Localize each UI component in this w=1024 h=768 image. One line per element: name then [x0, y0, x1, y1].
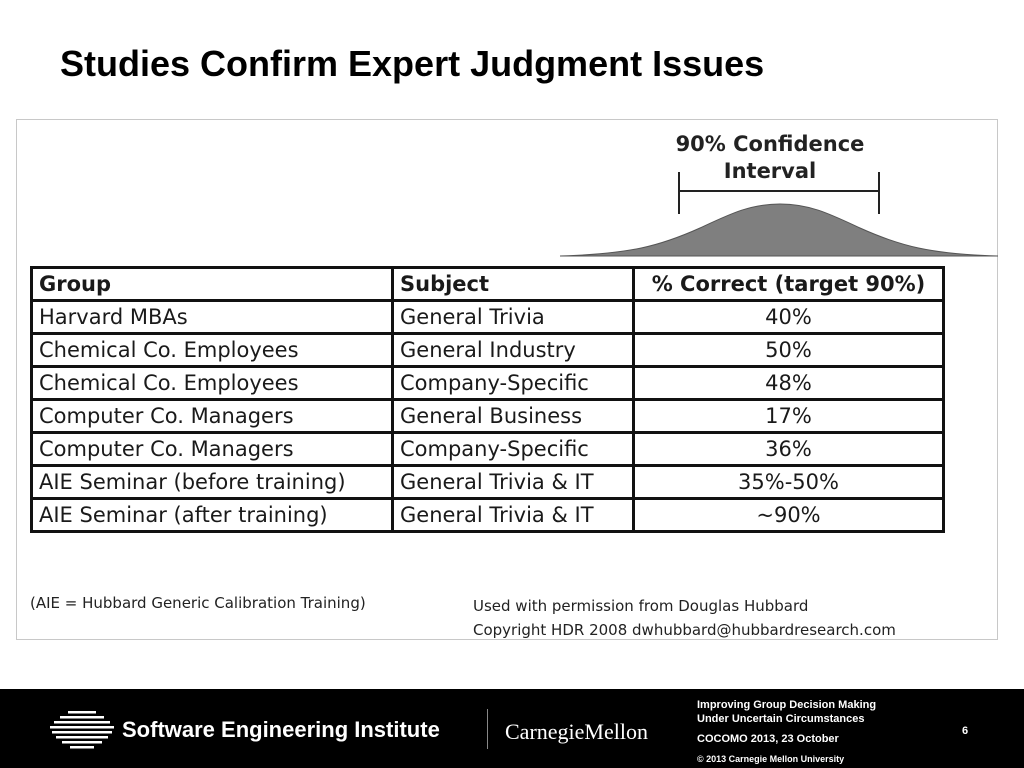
cell-percent: 48%	[632, 365, 945, 401]
header-subject: Subject	[391, 266, 635, 302]
sei-logo-icon	[50, 711, 114, 749]
cell-group: AIE Seminar (after training)	[30, 497, 394, 533]
cell-group: AIE Seminar (before training)	[30, 464, 394, 500]
calibration-results-table: Group Subject % Correct (target 90%) Har…	[30, 266, 945, 533]
table-header-row: Group Subject % Correct (target 90%)	[30, 266, 945, 302]
table-row: AIE Seminar (after training) General Tri…	[30, 497, 945, 533]
table-row: AIE Seminar (before training) General Tr…	[30, 464, 945, 500]
cell-subject: General Trivia & IT	[391, 497, 635, 533]
cell-subject: General Trivia	[391, 299, 635, 335]
table-row: Chemical Co. Employees Company-Specific …	[30, 365, 945, 401]
cell-percent: 50%	[632, 332, 945, 368]
cell-percent: 36%	[632, 431, 945, 467]
cell-percent: 40%	[632, 299, 945, 335]
copyright-line: Copyright HDR 2008 dwhubbard@hubbardrese…	[473, 621, 896, 639]
copyright-notice: © 2013 Carnegie Mellon University	[697, 754, 845, 764]
cell-percent: 35%-50%	[632, 464, 945, 500]
cell-group: Harvard MBAs	[30, 299, 394, 335]
footer-bar: Software Engineering Institute CarnegieM…	[0, 689, 1024, 768]
page-number: 6	[962, 725, 969, 737]
cell-group: Computer Co. Managers	[30, 431, 394, 467]
header-percent-correct: % Correct (target 90%)	[632, 266, 945, 302]
cell-subject: General Trivia & IT	[391, 464, 635, 500]
event-info: COCOMO 2013, 23 October	[697, 733, 839, 745]
cell-group: Chemical Co. Employees	[30, 332, 394, 368]
cell-subject: General Industry	[391, 332, 635, 368]
table-row: Harvard MBAs General Trivia 40%	[30, 299, 945, 335]
cell-subject: General Business	[391, 398, 635, 434]
bell-curve	[559, 203, 999, 257]
permission-note: Used with permission from Douglas Hubbar…	[473, 594, 896, 642]
bell-curve-graphic	[559, 172, 999, 257]
table-row: Computer Co. Managers General Business 1…	[30, 398, 945, 434]
ci-label-line2: Interval	[723, 159, 817, 183]
cell-group: Computer Co. Managers	[30, 398, 394, 434]
sei-wordmark: Software Engineering Institute	[122, 717, 440, 742]
ci-label-line1: 90% Confidence	[675, 132, 865, 156]
presentation-title-line2: Under Uncertain Circumstances	[697, 713, 865, 725]
cmu-wordmark: CarnegieMellon	[505, 719, 648, 744]
cell-percent: 17%	[632, 398, 945, 434]
footer-divider	[487, 709, 488, 749]
header-group: Group	[30, 266, 394, 302]
aie-footnote: (AIE = Hubbard Generic Calibration Train…	[30, 594, 366, 612]
confidence-interval-label: 90% Confidence Interval	[640, 131, 900, 185]
cell-subject: Company-Specific	[391, 431, 635, 467]
table-row: Computer Co. Managers Company-Specific 3…	[30, 431, 945, 467]
cell-percent: ~90%	[632, 497, 945, 533]
cell-group: Chemical Co. Employees	[30, 365, 394, 401]
permission-line: Used with permission from Douglas Hubbar…	[473, 597, 809, 615]
cell-subject: Company-Specific	[391, 365, 635, 401]
table-row: Chemical Co. Employees General Industry …	[30, 332, 945, 368]
presentation-title-line1: Improving Group Decision Making	[697, 699, 877, 711]
presentation-info: Improving Group Decision Making Under Un…	[697, 698, 876, 766]
slide-title: Studies Confirm Expert Judgment Issues	[60, 43, 765, 84]
